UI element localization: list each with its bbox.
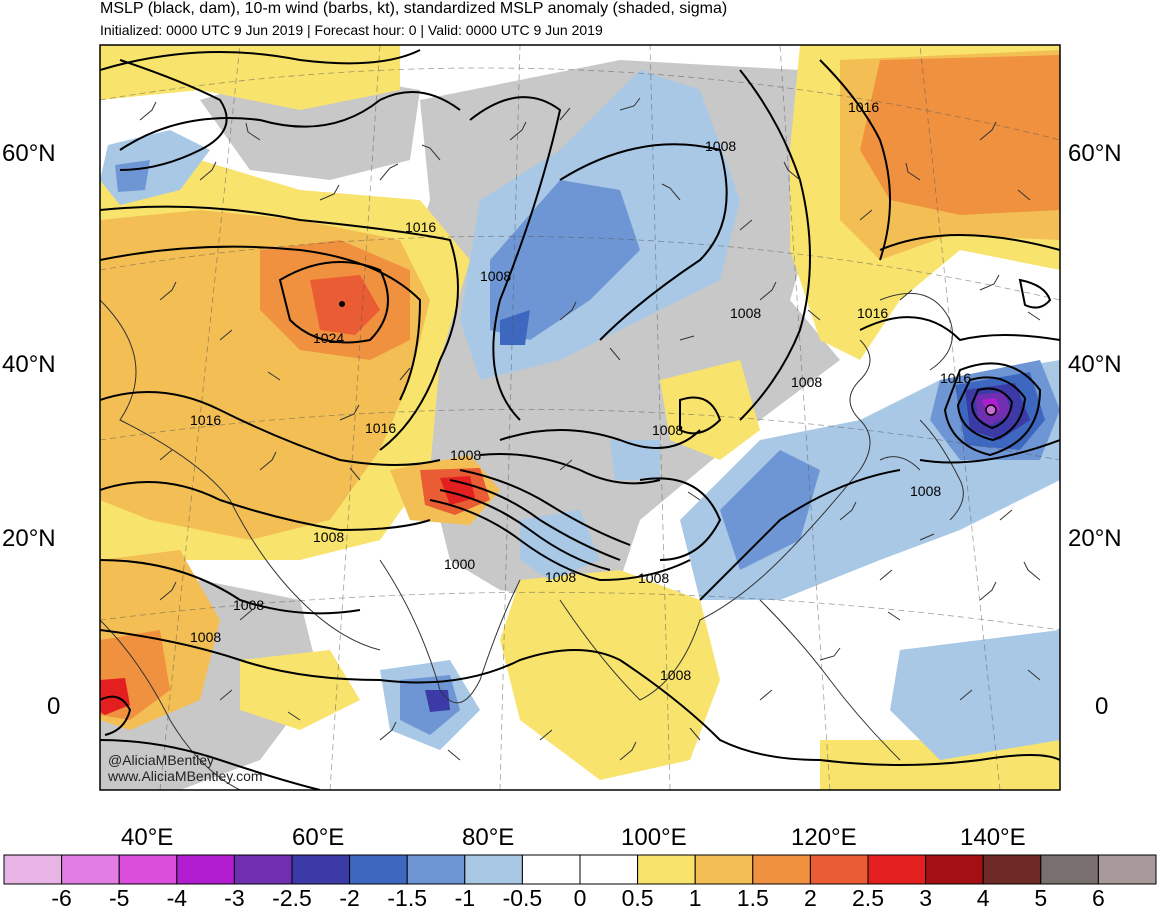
- isobar-label: 1016: [190, 412, 221, 428]
- colorbar-tick-label: -2: [339, 885, 360, 911]
- credit-handle: @AliciaMBentley: [108, 752, 215, 768]
- lat-label-left: 0: [47, 693, 61, 720]
- lat-label-left: 40°N: [2, 351, 56, 378]
- anomaly-negative-region: [720, 450, 820, 570]
- colorbar-tick-label: -1.5: [387, 885, 428, 911]
- colorbar-tick-label: -2.5: [272, 885, 312, 911]
- credit-site: www.AliciaMBentley.com: [108, 768, 263, 784]
- lon-label: 100°E: [621, 824, 687, 851]
- anomaly-negative-region: [890, 630, 1060, 760]
- isobar-label: 1008: [638, 570, 669, 586]
- isobar-label: 1016: [848, 99, 879, 115]
- anomaly-negative-region: [115, 160, 150, 192]
- isobar-label: 1016: [940, 370, 971, 386]
- lon-label: 60°E: [292, 824, 345, 851]
- isobar-label: 1008: [190, 629, 221, 645]
- anomaly-positive-region: [240, 650, 360, 730]
- isobar-label: 1008: [910, 483, 941, 499]
- colorbar-tick-label: -4: [166, 885, 188, 911]
- colorbar-tick-label: 2.5: [852, 885, 884, 911]
- isobar-label: 1008: [791, 374, 822, 390]
- lat-label-right: 0: [1095, 693, 1109, 720]
- isobar-label: 1008: [660, 667, 691, 683]
- colorbar-tick-label: -6: [51, 885, 72, 911]
- isobar-label: 1000: [444, 556, 475, 572]
- colorbar-tick-label: -5: [108, 885, 130, 911]
- isobar-label-group: 1016 1008 1016 1008 1008 1016 1024 1008 …: [190, 99, 971, 683]
- colorbar-tick-label: 5: [1034, 885, 1048, 911]
- anomaly-negative-region: [520, 510, 600, 580]
- anomaly-positive-region: [100, 45, 400, 110]
- colorbar-tick-label: 6: [1091, 885, 1105, 911]
- map-frame: [99, 44, 1061, 791]
- lat-label-right: 40°N: [1068, 351, 1122, 378]
- colorbar-tick-label: 0.5: [621, 885, 654, 911]
- colorbar-tick-label: 1: [688, 885, 702, 911]
- isobar-label: 1008: [313, 529, 344, 545]
- anomaly-positive-region: [500, 570, 720, 780]
- isobar-label: 1008: [652, 422, 683, 438]
- lon-label: 120°E: [791, 824, 857, 851]
- isobar-label: 1016: [365, 420, 396, 436]
- colorbar-tick-label: 2: [803, 885, 817, 911]
- isobar-label: 1008: [450, 447, 481, 463]
- isobar-label: 1016: [857, 305, 888, 321]
- lat-label-right: 60°N: [1068, 140, 1122, 167]
- anomaly-positive-region: [660, 360, 760, 460]
- anomaly-negative-region: [500, 310, 530, 345]
- isobar-label: 1008: [480, 268, 511, 284]
- lon-label: 140°E: [960, 824, 1026, 851]
- anomaly-negative-region: [610, 440, 660, 480]
- colorbar-tick-label: -3: [224, 885, 245, 911]
- lat-label-left: 20°N: [2, 525, 56, 552]
- colorbar-tick-label: 1.5: [736, 885, 769, 911]
- anomaly-positive-region: [310, 275, 380, 335]
- lat-label-right: 20°N: [1068, 525, 1122, 552]
- lat-label-left: 60°N: [2, 140, 56, 167]
- isobars: [100, 49, 1060, 790]
- chart-subtitle: Initialized: 0000 UTC 9 Jun 2019 | Forec…: [100, 22, 603, 38]
- anomaly-negative-region: [490, 180, 640, 340]
- isobar-label: 1024: [313, 330, 344, 346]
- wind-barbs: [139, 97, 1041, 761]
- low-center-marker: [985, 404, 997, 416]
- colorbar-tick-label: 4: [976, 885, 990, 911]
- colorbar-tick-label: 0: [573, 885, 587, 911]
- anomaly-positive-region: [820, 740, 1060, 790]
- graticule: [100, 45, 1060, 790]
- isobar-label: 1016: [405, 219, 436, 235]
- isobar-label: 1008: [233, 597, 264, 613]
- colorbar-tick-label: -1: [454, 885, 476, 911]
- colorbar-tick-label: 3: [919, 885, 932, 911]
- isobar-label: 1008: [730, 305, 761, 321]
- lon-label: 80°E: [462, 824, 515, 851]
- isobar-label: 1008: [705, 138, 736, 154]
- isobar-label: 1008: [545, 569, 576, 585]
- lon-label: 40°E: [121, 824, 174, 851]
- colorbar-tick-label: -0.5: [502, 885, 543, 911]
- high-center-marker: [339, 301, 345, 307]
- chart-title: MSLP (black, dam), 10-m wind (barbs, kt)…: [100, 0, 728, 17]
- anomaly-positive-region: [860, 55, 1060, 215]
